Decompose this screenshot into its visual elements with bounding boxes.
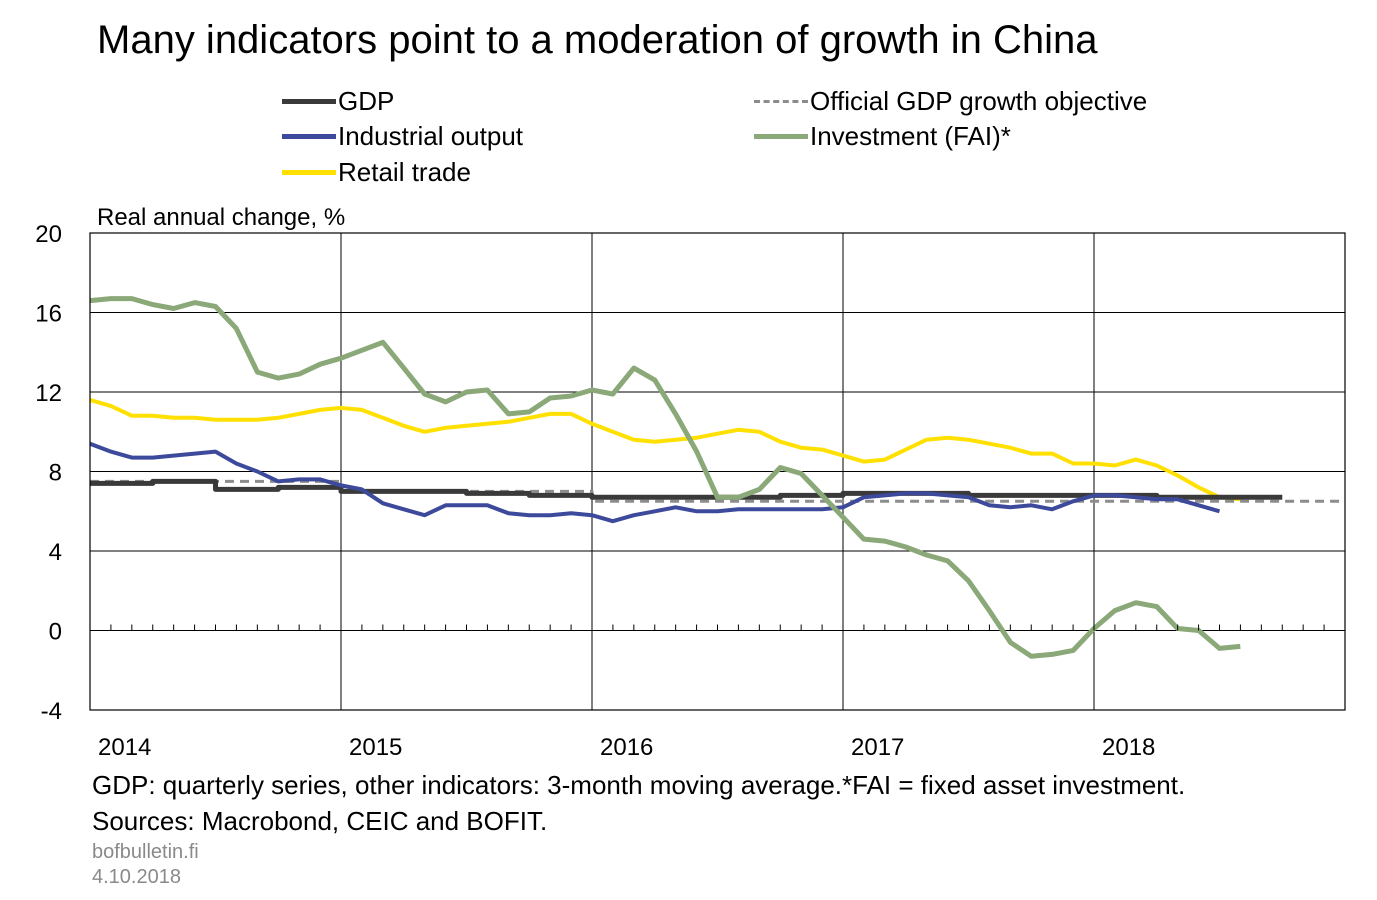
legend-label-retail-trade: Retail trade	[338, 156, 471, 187]
legend-item-industrial-output: Industrial output	[282, 121, 523, 151]
x-tick-label-2017: 2017	[851, 734, 904, 761]
legend-item-retail-trade: Retail trade	[282, 157, 471, 187]
y-tick-label-4: 4	[49, 539, 62, 566]
y-tick-label-16: 16	[35, 301, 62, 328]
footnote-sources: Sources: Macrobond, CEIC and BOFIT.	[92, 806, 548, 836]
investment-line	[89, 296, 1241, 659]
legend-swatch-retail-trade	[282, 169, 336, 175]
legend-item-investment: Investment (FAI)*	[754, 121, 1011, 151]
chart-title: Many indicators point to a moderation of…	[97, 18, 1098, 62]
x-tick-label-2015: 2015	[349, 734, 402, 761]
legend-item-official-objective: Official GDP growth objective	[754, 86, 1147, 116]
gdp-line	[90, 478, 1283, 500]
footnote-line-1: GDP: quarterly series, other indicators:…	[92, 770, 1186, 800]
legend-label-industrial-output: Industrial output	[338, 120, 524, 151]
y-tick-label--4: -4	[41, 698, 62, 725]
chart-grid	[90, 233, 1345, 710]
plot-frame	[89, 232, 1346, 711]
retail-trade-line	[89, 397, 1241, 502]
chart-axes: -4 0 4 8 12 16 20 2014 2015 2016 2017 2018	[35, 221, 1346, 761]
legend-label-official-objective: Official GDP growth objective	[810, 85, 1148, 116]
legend-label-gdp: GDP	[338, 85, 395, 116]
legend-swatch-investment	[754, 133, 808, 139]
x-tick-label-2014: 2014	[98, 734, 151, 761]
y-tick-label-0: 0	[49, 619, 62, 646]
legend-swatch-gdp	[282, 98, 336, 104]
y-axis-label: Real annual change, %	[97, 204, 346, 231]
legend-label-investment: Investment (FAI)*	[810, 120, 1011, 151]
legend-item-gdp: GDP	[282, 86, 394, 116]
y-tick-label-8: 8	[49, 460, 62, 487]
brand-date: 4.10.2018	[92, 866, 181, 888]
y-tick-label-12: 12	[35, 380, 62, 407]
y-tick-label-20: 20	[35, 221, 62, 248]
x-tick-label-2016: 2016	[600, 734, 653, 761]
brand-site: bofbulletin.fi	[92, 841, 199, 863]
industrial-output-line	[89, 441, 1221, 524]
chart-series	[89, 296, 1345, 659]
legend-swatch-industrial-output	[282, 133, 336, 139]
legend-swatch-official-objective	[754, 99, 808, 103]
x-tick-label-2018: 2018	[1102, 734, 1155, 761]
